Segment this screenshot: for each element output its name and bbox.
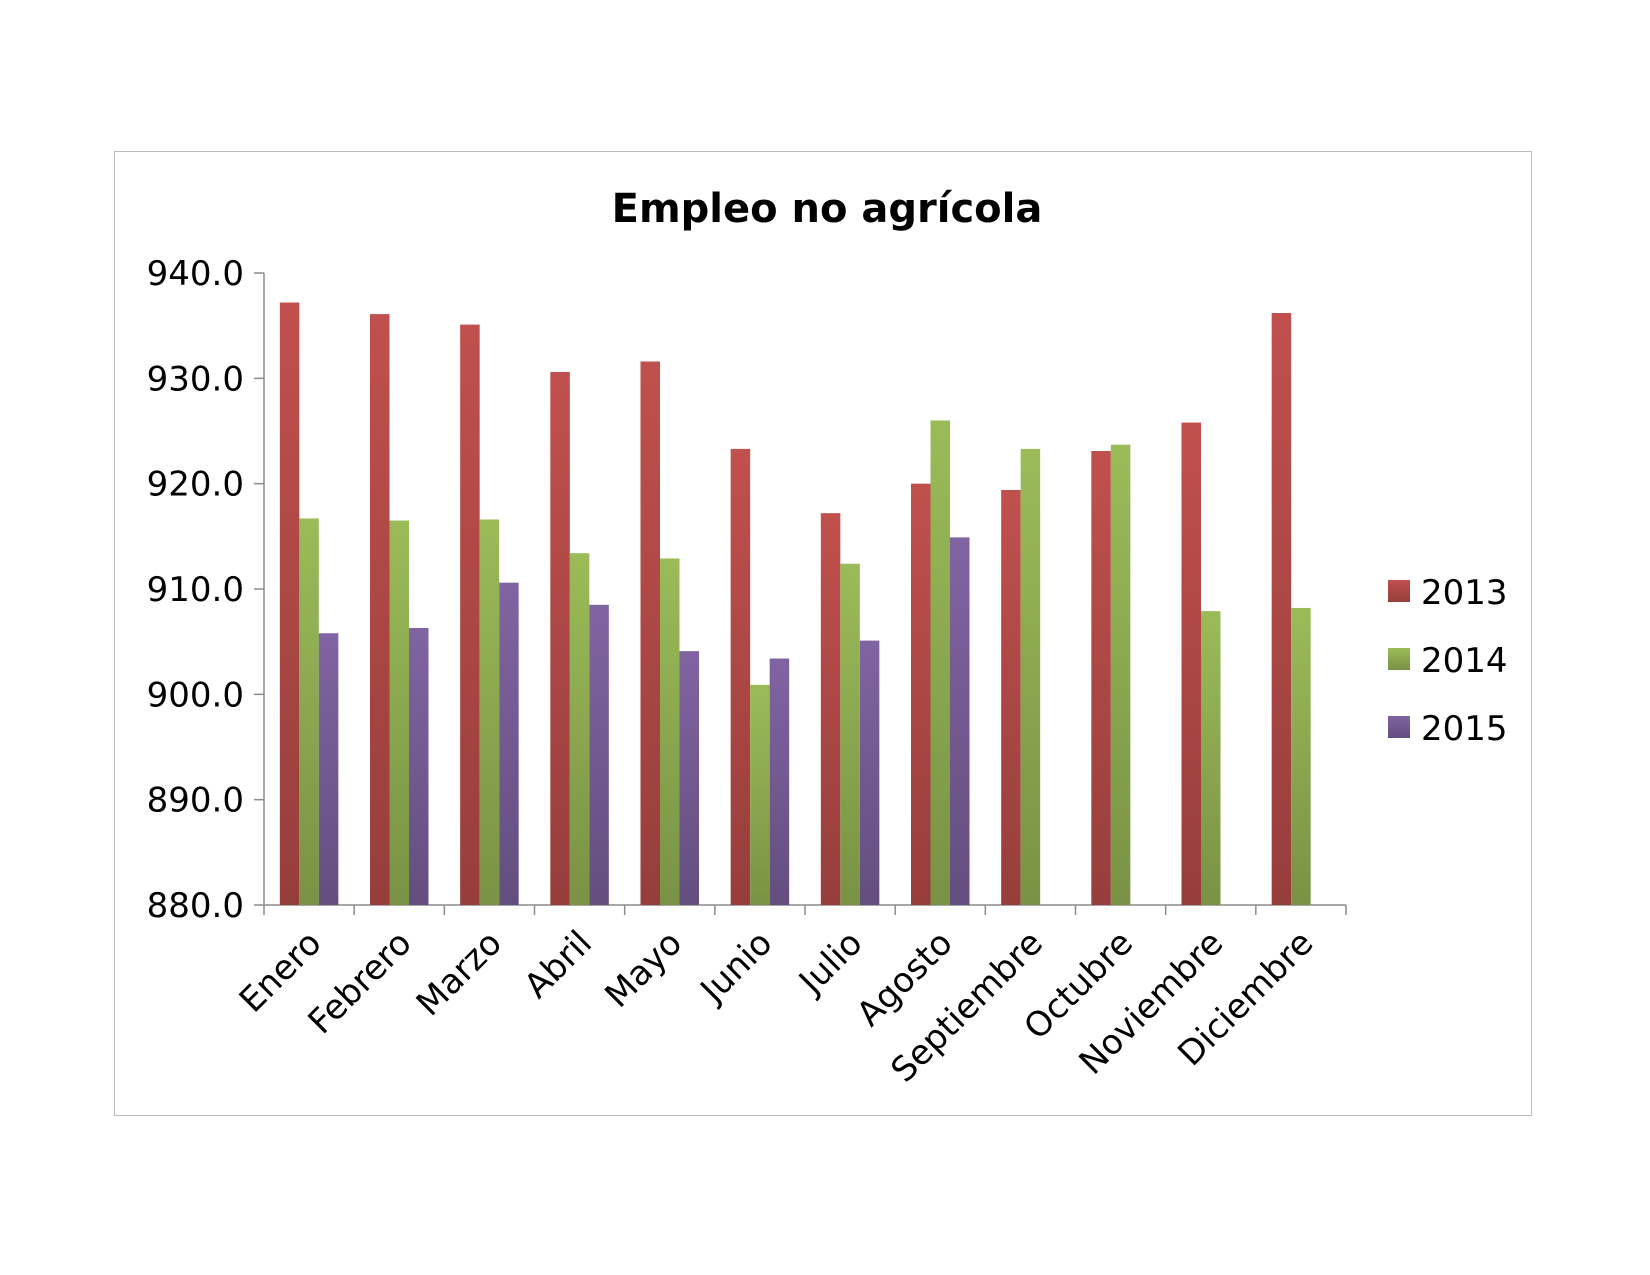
bar-2014-marzo <box>479 519 500 905</box>
bar-2013-agosto <box>911 483 931 905</box>
legend-swatch-2015 <box>1388 716 1410 738</box>
bar-2014-octubre <box>1110 444 1131 905</box>
y-tick-label: 920.0 <box>147 465 244 505</box>
bar-2014-noviembre <box>1201 611 1221 905</box>
y-tick-label: 930.0 <box>147 359 244 399</box>
bar-2014-mayo <box>660 558 680 905</box>
bar-2013-abril <box>550 372 570 906</box>
bar-2013-enero <box>279 302 300 905</box>
x-tick-label: Mayo <box>597 923 690 1016</box>
x-tick-label: Junio <box>692 923 781 1012</box>
bar-2015-mayo <box>679 651 699 905</box>
x-tick-label: Marzo <box>409 923 510 1024</box>
y-tick-label: 900.0 <box>147 675 244 715</box>
bar-2013-septiembre <box>1001 489 1021 905</box>
bar-2014-enero <box>299 518 319 905</box>
legend: 2013 2014 2015 <box>1388 573 1508 749</box>
legend-swatch-2014 <box>1388 648 1410 670</box>
bar-2013-octubre <box>1091 451 1111 905</box>
legend-label-2014: 2014 <box>1421 641 1508 681</box>
y-axis: 880.0 890.0 900.0 910.0 920.0 930.0 940.0 <box>147 254 265 926</box>
bar-2013-julio <box>820 513 841 905</box>
bar-2013-noviembre <box>1181 422 1201 905</box>
y-tick-label: 910.0 <box>147 570 244 610</box>
bar-2015-abril <box>589 604 609 905</box>
chart-frame: Empleo no agrícola 880.0 890.0 900.0 910.0 9… <box>114 151 1532 1116</box>
legend-swatch-2013 <box>1388 580 1410 602</box>
bar-2013-mayo <box>640 361 660 905</box>
bar-2014-agosto <box>930 420 950 905</box>
bar-2013-diciembre <box>1271 313 1292 905</box>
y-tick-label: 940.0 <box>147 254 244 294</box>
x-tick-label: Abril <box>517 923 600 1006</box>
bar-2015-enero <box>318 633 339 905</box>
chart-svg: Empleo no agrícola 880.0 890.0 900.0 910.0 9… <box>147 186 1508 1090</box>
bar-2015-julio <box>859 640 880 905</box>
y-tick-label: 890.0 <box>147 781 244 821</box>
y-tick-label: 880.0 <box>147 886 244 926</box>
bars <box>279 302 1311 906</box>
chart-title: Empleo no agrícola <box>612 186 1043 232</box>
legend-label-2013: 2013 <box>1421 573 1508 613</box>
bar-2014-abril <box>569 553 590 905</box>
legend-label-2015: 2015 <box>1421 709 1508 749</box>
bar-2015-marzo <box>499 582 519 905</box>
bar-2014-junio <box>750 684 770 905</box>
bar-2014-julio <box>840 563 860 905</box>
bar-2014-febrero <box>389 520 409 905</box>
bar-2014-septiembre <box>1020 448 1041 905</box>
bar-2015-junio <box>769 658 790 905</box>
bar-2015-febrero <box>409 627 429 905</box>
bar-2015-agosto <box>950 537 970 905</box>
bar-2013-febrero <box>370 314 390 905</box>
bar-2014-diciembre <box>1291 607 1311 905</box>
bar-2013-junio <box>730 448 751 905</box>
x-tick-label: Julio <box>790 923 870 1003</box>
bar-2013-marzo <box>460 324 480 905</box>
